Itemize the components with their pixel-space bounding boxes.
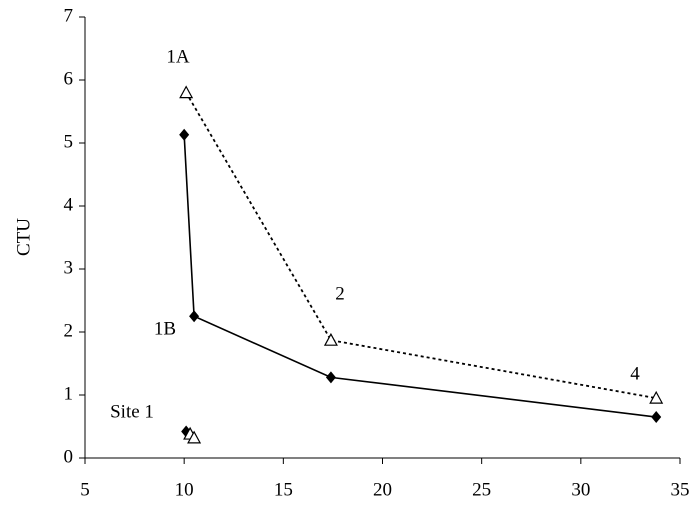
y-axis-label: CTU — [13, 218, 34, 256]
series-line — [183, 134, 657, 418]
triangle-point — [187, 430, 202, 444]
y-tick-label: 7 — [64, 5, 74, 26]
x-tick-label: 10 — [175, 479, 194, 500]
diamond-point — [325, 371, 336, 384]
annotation: 2 — [335, 283, 345, 304]
triangle-point — [323, 332, 338, 346]
diamond-point — [189, 310, 200, 323]
diamond-point — [179, 128, 190, 141]
annotation: Site 1 — [110, 401, 154, 422]
annotation: 4 — [630, 363, 640, 384]
diamond-point — [651, 411, 662, 424]
annotation: 1B — [154, 318, 176, 339]
x-tick-label: 20 — [373, 479, 392, 500]
x-tick-label: 30 — [571, 479, 590, 500]
y-tick-label: 3 — [64, 257, 74, 278]
y-tick-label: 5 — [64, 131, 74, 152]
y-tick-label: 4 — [64, 194, 74, 215]
y-tick-label: 0 — [64, 446, 74, 467]
triangle-point — [649, 390, 664, 404]
x-tick-label: 35 — [671, 479, 690, 500]
x-tick-label: 25 — [472, 479, 491, 500]
annotation: 1A — [166, 46, 190, 67]
x-tick-label: 5 — [80, 479, 90, 500]
y-tick-label: 1 — [64, 383, 74, 404]
series-line — [185, 92, 657, 400]
y-tick-label: 6 — [64, 68, 74, 89]
x-tick-label: 15 — [274, 479, 293, 500]
y-tick-label: 2 — [64, 320, 74, 341]
triangle-point — [179, 85, 194, 99]
